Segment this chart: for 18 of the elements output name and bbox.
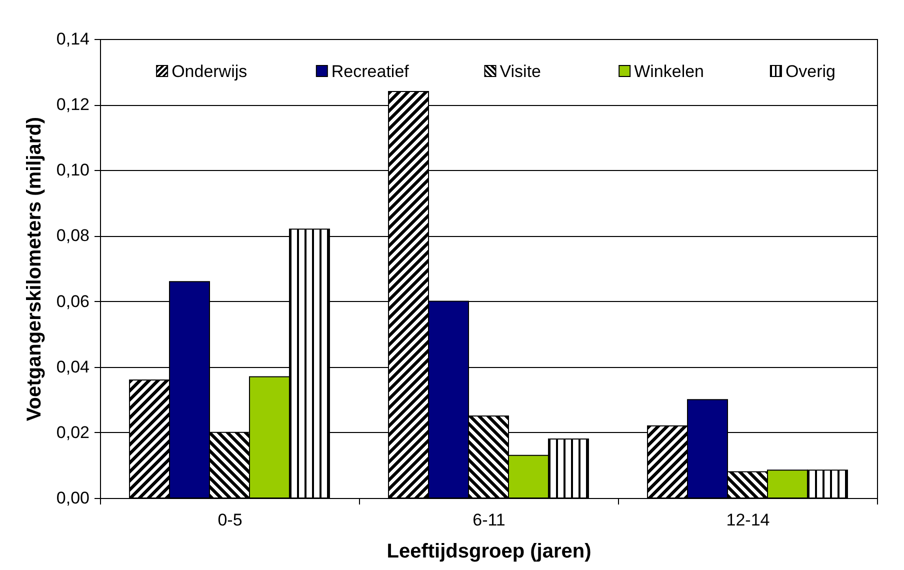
legend-label: Overig (785, 62, 836, 81)
y-tick-label: 0,04 (56, 357, 90, 376)
y-tick-label: 0,12 (56, 95, 90, 114)
legend-label: Winkelen (634, 62, 704, 81)
y-tick-label: 0,14 (56, 30, 90, 48)
x-tick-label: 0-5 (218, 510, 242, 530)
legend-label: Recreatief (331, 62, 410, 81)
legend-label: Onderwijs (172, 62, 248, 81)
y-tick-label: 0,08 (56, 226, 90, 246)
legend-label: Visite (500, 62, 542, 81)
y-tick-label: 0,02 (56, 422, 90, 442)
y-tick-label: 0,10 (56, 160, 90, 180)
y-tick-label: 0,06 (56, 292, 90, 311)
x-axis-title: Leeftijdsgroep (jaren) (386, 540, 592, 562)
x-tick-label: 6-11 (472, 510, 506, 530)
y-tick-label: 0,00 (56, 488, 90, 508)
y-axis-title: Voetgangerskilometers (miljard) (23, 116, 46, 422)
x-tick-label: 12-14 (726, 510, 770, 530)
